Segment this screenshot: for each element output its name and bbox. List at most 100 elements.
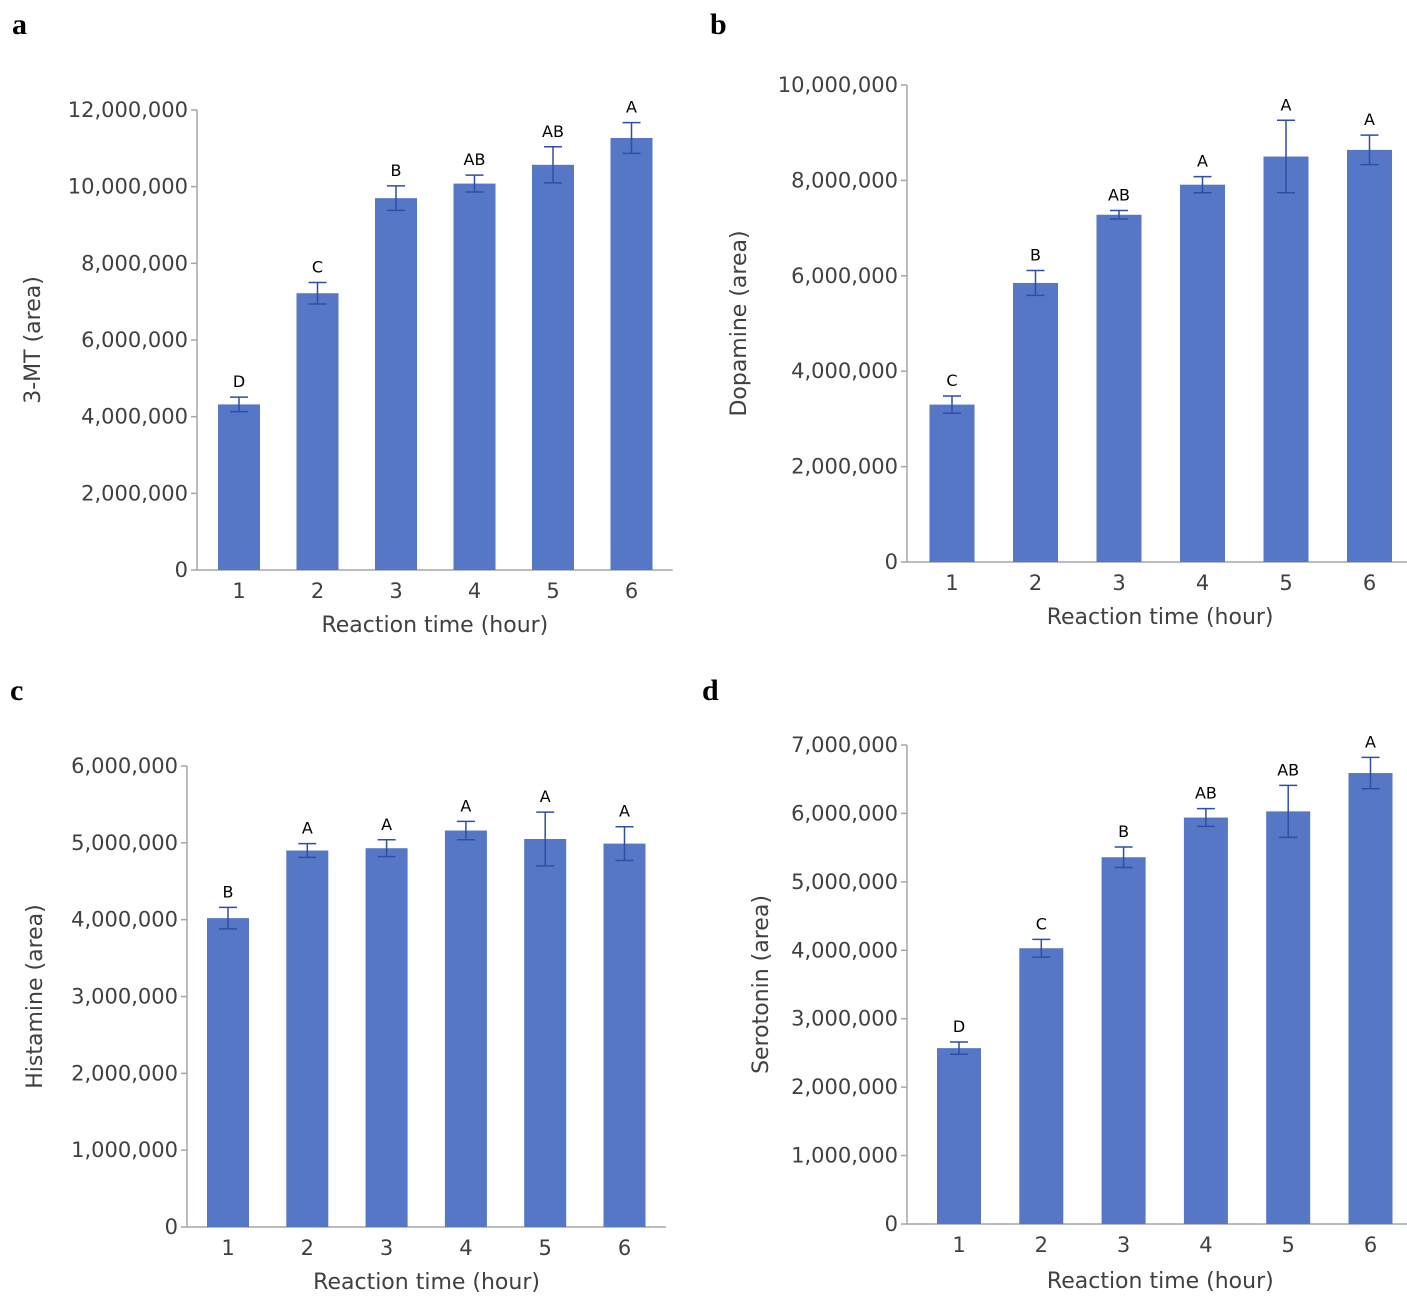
y-tick-label: 3,000,000 — [71, 985, 178, 1009]
x-axis-title: Reaction time (hour) — [321, 613, 548, 638]
significance-label: D — [953, 1017, 965, 1036]
significance-label: A — [1197, 152, 1208, 171]
bar — [937, 1048, 981, 1224]
x-tick-label: 5 — [1282, 1233, 1295, 1257]
significance-label: C — [312, 258, 323, 277]
significance-label: B — [223, 882, 234, 901]
x-axis-title: Reaction time (hour) — [313, 1270, 540, 1295]
bar — [1013, 282, 1058, 562]
chart-panel-d: d 0 1,000,000 2,000,000 3,000,000 4,000,000 5,… — [702, 674, 1407, 1294]
bar — [453, 183, 496, 570]
y-tick-label: 6,000,000 — [71, 754, 178, 778]
bar — [1183, 817, 1228, 1224]
y-tick-label: 8,000,000 — [81, 251, 188, 275]
panel-letter: c — [10, 674, 23, 707]
bar — [532, 164, 574, 571]
bar — [1263, 156, 1309, 563]
bar — [365, 848, 408, 1227]
y-tick-label: 10,000,000 — [778, 73, 898, 97]
bar — [375, 198, 417, 570]
significance-label: A — [1365, 732, 1376, 751]
bar — [218, 404, 260, 570]
panel-letter: b — [710, 8, 727, 41]
y-tick-label: 7,000,000 — [791, 733, 898, 757]
x-tick-label: 4 — [468, 579, 481, 603]
y-axis-title: Serotonin (area) — [749, 895, 774, 1074]
x-tick-label: 5 — [546, 579, 559, 603]
chart-panel-c: c 0 1,000,000 2,000,000 3,000,000 4,000,000 5,… — [10, 674, 667, 1295]
x-axis-title: Reaction time (hour) — [1047, 605, 1274, 630]
x-tick-label: 6 — [1364, 1233, 1377, 1257]
y-tick-label: 1,000,000 — [71, 1138, 178, 1162]
x-tick-label: 3 — [1112, 571, 1125, 595]
significance-label: A — [1364, 110, 1375, 129]
x-tick-label: 2 — [1029, 571, 1042, 595]
y-tick-label: 4,000,000 — [81, 405, 188, 429]
x-tick-label: 5 — [539, 1236, 552, 1260]
x-tick-label: 6 — [625, 579, 638, 603]
y-tick-label: 5,000,000 — [791, 870, 898, 894]
bar — [1101, 857, 1146, 1224]
significance-label: AB — [1195, 784, 1217, 803]
x-tick-label: 1 — [945, 571, 958, 595]
y-tick-label: 5,000,000 — [71, 831, 178, 855]
x-tick-label: 2 — [1035, 1233, 1048, 1257]
significance-label: AB — [1277, 760, 1299, 779]
y-tick-label: 2,000,000 — [71, 1061, 178, 1085]
bar — [603, 843, 646, 1227]
x-axis-title: Reaction time (hour) — [1047, 1269, 1274, 1294]
x-tick-label: 1 — [232, 579, 245, 603]
chart-panel-b: b 0 2,000,000 4,000,000 6,000,000 8,000,000 10… — [710, 8, 1407, 630]
panel-letter: a — [12, 8, 27, 41]
y-tick-label: 3,000,000 — [791, 1007, 898, 1031]
significance-label: B — [1030, 246, 1041, 265]
x-tick-label: 5 — [1279, 571, 1292, 595]
bar — [524, 838, 567, 1227]
x-tick-label: 3 — [1117, 1233, 1130, 1257]
y-tick-label: 10,000,000 — [68, 175, 188, 199]
bar — [929, 404, 975, 562]
y-tick-label: 6,000,000 — [81, 328, 188, 352]
bar — [207, 918, 249, 1227]
bar — [1266, 811, 1311, 1224]
significance-label: A — [302, 819, 313, 838]
y-tick-label: 8,000,000 — [791, 168, 898, 192]
panel-letter: d — [702, 674, 719, 707]
x-tick-label: 2 — [301, 1236, 314, 1260]
y-axis-title: 3-MT (area) — [21, 276, 46, 404]
x-tick-label: 4 — [459, 1236, 472, 1260]
y-tick-label: 0 — [165, 1215, 178, 1239]
x-tick-label: 2 — [311, 579, 324, 603]
y-tick-label: 2,000,000 — [791, 1075, 898, 1099]
significance-label: AB — [464, 150, 486, 169]
bar — [1348, 773, 1393, 1224]
significance-label: AB — [542, 122, 564, 141]
significance-label: B — [391, 161, 402, 180]
y-axis-title: Dopamine (area) — [727, 230, 752, 416]
significance-label: B — [1118, 822, 1129, 841]
x-tick-label: 4 — [1196, 571, 1209, 595]
x-tick-label: 3 — [380, 1236, 393, 1260]
significance-label: A — [619, 802, 630, 821]
y-tick-label: 4,000,000 — [791, 359, 898, 383]
bar — [296, 293, 339, 570]
significance-label: A — [540, 787, 551, 806]
y-axis-title: Histamine (area) — [23, 904, 48, 1088]
y-tick-label: 12,000,000 — [68, 98, 188, 122]
y-tick-label: 0 — [175, 558, 188, 582]
y-tick-label: 6,000,000 — [791, 264, 898, 288]
significance-label: AB — [1108, 185, 1130, 204]
significance-label: A — [381, 815, 392, 834]
bar — [1347, 149, 1392, 562]
significance-label: D — [233, 372, 245, 391]
y-tick-label: 4,000,000 — [791, 938, 898, 962]
y-tick-label: 1,000,000 — [791, 1144, 898, 1168]
bar — [286, 850, 329, 1227]
y-tick-label: 0 — [885, 550, 898, 574]
y-tick-label: 0 — [885, 1212, 898, 1236]
bar — [610, 137, 653, 570]
bar — [1096, 214, 1142, 562]
chart-panel-a: a 0 2,000,000 4,000,000 6,000,000 8,000,000 10… — [12, 8, 673, 638]
bar — [444, 830, 487, 1227]
